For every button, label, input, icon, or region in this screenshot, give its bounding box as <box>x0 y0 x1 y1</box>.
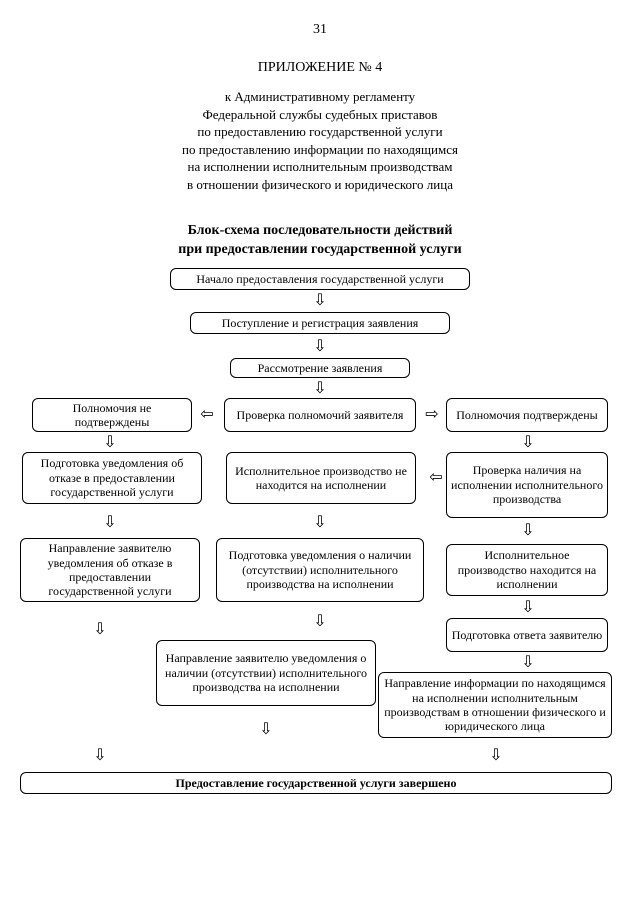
flowchart-node: Направление заявителю уведомления об отк… <box>20 538 200 602</box>
flowchart-node: Проверка полномочий заявителя <box>224 398 416 432</box>
flowchart-node: Начало предоставления государственной ус… <box>170 268 470 290</box>
arrow-icon: ⇦ <box>200 407 213 423</box>
arrow-icon: ⇩ <box>521 655 534 671</box>
arrow-icon: ⇩ <box>521 600 534 616</box>
arrow-icon: ⇩ <box>259 722 272 738</box>
document-subtitle: к Административному регламенту Федеральн… <box>0 88 640 193</box>
document-page: 31 ПРИЛОЖЕНИЕ № 4 к Административному ре… <box>0 0 640 905</box>
flowchart-node: Проверка наличия на исполнении исполните… <box>446 452 608 518</box>
flowchart-node: Подготовка уведомления о наличии (отсутс… <box>216 538 424 602</box>
flowchart-node: Полномочия не подтверждены <box>32 398 192 432</box>
flowchart-node: Направление заявителю уведомления о нали… <box>156 640 376 706</box>
flowchart-title: Блок-схема последовательности действий п… <box>0 222 640 260</box>
flowchart-node: Подготовка уведомления об отказе в предо… <box>22 452 202 504</box>
flowchart-node: Рассмотрение заявления <box>230 358 410 378</box>
flowchart-node: Исполнительное производство находится на… <box>446 544 608 596</box>
arrow-icon: ⇩ <box>103 435 116 451</box>
arrow-icon: ⇦ <box>429 470 442 486</box>
arrow-icon: ⇩ <box>313 515 326 531</box>
flowchart-node: Направление информации по находящимся на… <box>378 672 612 738</box>
arrow-icon: ⇩ <box>93 748 106 764</box>
appendix-title: ПРИЛОЖЕНИЕ № 4 <box>0 60 640 76</box>
flowchart-node: Исполнительное производство не находится… <box>226 452 416 504</box>
arrow-icon: ⇩ <box>313 339 326 355</box>
arrow-icon: ⇩ <box>521 435 534 451</box>
arrow-icon: ⇩ <box>313 293 326 309</box>
flowchart-node: Полномочия подтверждены <box>446 398 608 432</box>
arrow-icon: ⇨ <box>425 407 438 423</box>
flowchart-node: Предоставление государственной услуги за… <box>20 772 612 794</box>
arrow-icon: ⇩ <box>313 381 326 397</box>
flowchart-node: Поступление и регистрация заявления <box>190 312 450 334</box>
arrow-icon: ⇩ <box>103 515 116 531</box>
arrow-icon: ⇩ <box>313 614 326 630</box>
arrow-icon: ⇩ <box>489 748 502 764</box>
flowchart-node: Подготовка ответа заявителю <box>446 618 608 652</box>
arrow-icon: ⇩ <box>93 622 106 638</box>
page-number: 31 <box>0 22 640 38</box>
arrow-icon: ⇩ <box>521 523 534 539</box>
